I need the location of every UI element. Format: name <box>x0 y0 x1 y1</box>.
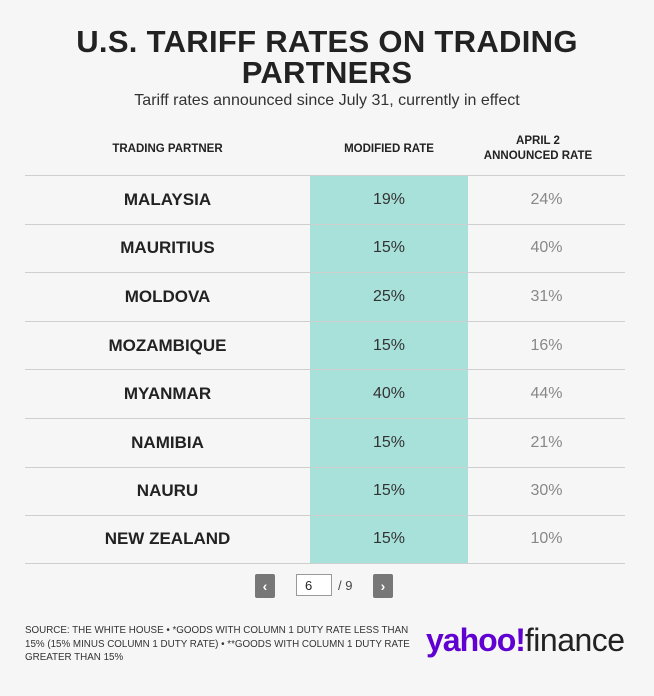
column-header-modified-rate: MODIFIED RATE <box>344 143 434 155</box>
table-row: MAURITIUS 15% 40% <box>25 223 625 273</box>
table-row: MOLDOVA 25% 31% <box>25 272 625 321</box>
modified-rate-cell: 25% <box>310 273 468 321</box>
page-total: / 9 <box>338 578 353 593</box>
partner-cell: NEW ZEALAND <box>104 529 231 549</box>
april-rate-cell: 21% <box>530 433 563 451</box>
next-page-button[interactable]: › <box>373 574 393 598</box>
table-row: MYANMAR 40% 44% <box>25 369 625 418</box>
tariff-table: MALAYSIA 19% 24% MAURITIUS 15% 40% MOLDOVA 25% 3… <box>25 175 625 564</box>
finance-wordmark: finance <box>524 622 625 658</box>
prev-page-button[interactable]: ‹ <box>255 574 275 598</box>
partner-cell: NAMIBIA <box>131 432 204 452</box>
page-number-input[interactable]: 6 <box>296 574 332 596</box>
april-rate-cell: 40% <box>530 239 563 257</box>
table-row: NAMIBIA 15% 21% <box>25 417 625 467</box>
modified-rate-cell: 19% <box>310 176 468 224</box>
partner-cell: MOZAMBIQUE <box>108 335 227 355</box>
modified-rate-cell: 15% <box>310 224 468 273</box>
table-row: NAURU 15% 30% <box>25 466 625 516</box>
modified-rate-cell: 15% <box>310 321 468 370</box>
april-rate-cell: 10% <box>530 530 563 548</box>
modified-rate-cell: 15% <box>310 418 468 467</box>
modified-rate-cell: 15% <box>310 467 468 516</box>
partner-cell: MOLDOVA <box>124 286 211 306</box>
table-row: MOZAMBIQUE 15% 16% <box>25 320 625 370</box>
partner-cell: NAURU <box>136 481 199 501</box>
modified-rate-cell: 15% <box>310 516 468 563</box>
pagination: ‹ 6 / 9 › <box>0 574 654 598</box>
table-row: MALAYSIA 19% 24% <box>25 175 625 224</box>
column-header-april-rate: APRIL 2 ANNOUNCED RATE <box>483 135 593 162</box>
yahoo-finance-logo: yahoo!finance <box>426 622 625 658</box>
partner-cell: MAURITIUS <box>120 238 215 258</box>
chart-title: U.S. TARIFF RATES ON TRADING PARTNERS <box>76 24 578 90</box>
table-row: NEW ZEALAND 15% 10% <box>25 515 625 564</box>
column-header-partner: TRADING PARTNER <box>112 143 223 155</box>
april-rate-cell: 31% <box>530 287 563 305</box>
source-note: SOURCE: THE WHITE HOUSE • *GOODS WITH CO… <box>25 625 410 663</box>
modified-rate-cell: 40% <box>310 370 468 418</box>
chart-subtitle: Tariff rates announced since July 31, cu… <box>134 92 520 109</box>
partner-cell: MALAYSIA <box>123 189 212 209</box>
april-rate-cell: 24% <box>530 190 563 208</box>
april-rate-cell: 16% <box>530 336 563 354</box>
april-rate-cell: 30% <box>530 482 563 500</box>
yahoo-wordmark: yahoo! <box>426 622 526 658</box>
partner-cell: MYANMAR <box>123 384 212 404</box>
april-rate-cell: 44% <box>530 385 563 403</box>
